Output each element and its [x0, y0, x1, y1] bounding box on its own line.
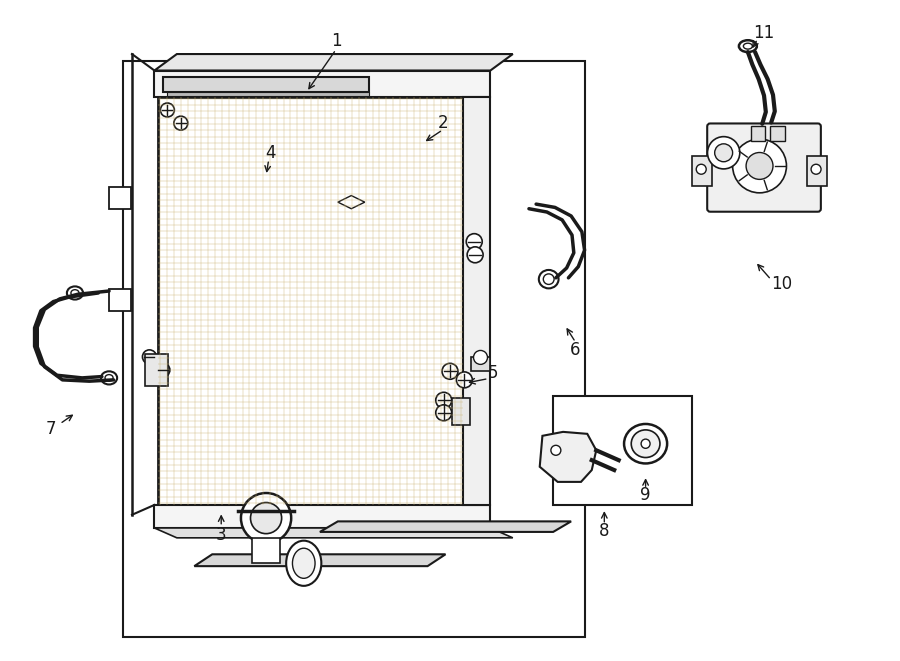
Bar: [166, 92, 369, 96]
Ellipse shape: [292, 548, 315, 578]
Ellipse shape: [101, 371, 117, 385]
Circle shape: [715, 144, 733, 162]
Bar: [122, 61, 585, 637]
Circle shape: [241, 493, 292, 543]
Circle shape: [156, 363, 170, 377]
Circle shape: [466, 234, 482, 250]
Bar: [452, 399, 470, 424]
Text: 11: 11: [753, 24, 775, 42]
Ellipse shape: [631, 430, 660, 457]
Circle shape: [456, 372, 472, 388]
Ellipse shape: [641, 439, 650, 448]
Circle shape: [250, 502, 282, 533]
Polygon shape: [155, 54, 513, 71]
Text: 9: 9: [640, 486, 651, 504]
Ellipse shape: [539, 270, 559, 288]
Circle shape: [811, 164, 821, 175]
Circle shape: [160, 103, 175, 117]
Bar: [109, 289, 131, 311]
Polygon shape: [155, 528, 513, 538]
Text: 7: 7: [46, 420, 56, 438]
Bar: [770, 126, 785, 141]
Ellipse shape: [544, 274, 554, 284]
Bar: [155, 505, 490, 528]
Circle shape: [442, 364, 458, 379]
Ellipse shape: [624, 424, 667, 463]
Circle shape: [467, 247, 483, 263]
Circle shape: [436, 405, 452, 421]
Text: 5: 5: [488, 364, 499, 382]
Circle shape: [142, 350, 157, 364]
Polygon shape: [194, 555, 446, 566]
Text: 4: 4: [266, 144, 275, 162]
Ellipse shape: [105, 375, 113, 381]
Circle shape: [174, 116, 188, 130]
Circle shape: [697, 164, 706, 175]
FancyBboxPatch shape: [707, 124, 821, 212]
Text: 2: 2: [437, 114, 448, 132]
Bar: [163, 77, 369, 92]
Ellipse shape: [286, 541, 321, 586]
Polygon shape: [540, 432, 596, 482]
Bar: [554, 397, 692, 505]
Bar: [158, 97, 464, 505]
Circle shape: [436, 393, 452, 408]
Bar: [109, 187, 131, 209]
Circle shape: [733, 139, 787, 193]
Circle shape: [551, 446, 561, 455]
Bar: [692, 156, 712, 186]
Text: 3: 3: [216, 525, 227, 543]
Ellipse shape: [71, 290, 79, 296]
Bar: [155, 71, 490, 97]
Circle shape: [707, 137, 740, 169]
Text: 1: 1: [330, 32, 341, 50]
Bar: [471, 358, 491, 371]
Bar: [807, 156, 827, 186]
Circle shape: [473, 350, 488, 364]
Ellipse shape: [739, 40, 757, 52]
Bar: [751, 126, 765, 141]
Text: 10: 10: [771, 276, 793, 293]
Bar: [464, 97, 490, 505]
Text: 6: 6: [571, 341, 580, 359]
Ellipse shape: [67, 286, 83, 299]
Bar: [145, 354, 168, 387]
Bar: [252, 538, 280, 563]
Polygon shape: [320, 522, 572, 532]
Polygon shape: [338, 196, 364, 209]
Circle shape: [746, 153, 773, 179]
Text: 8: 8: [599, 522, 609, 540]
Ellipse shape: [743, 43, 752, 49]
